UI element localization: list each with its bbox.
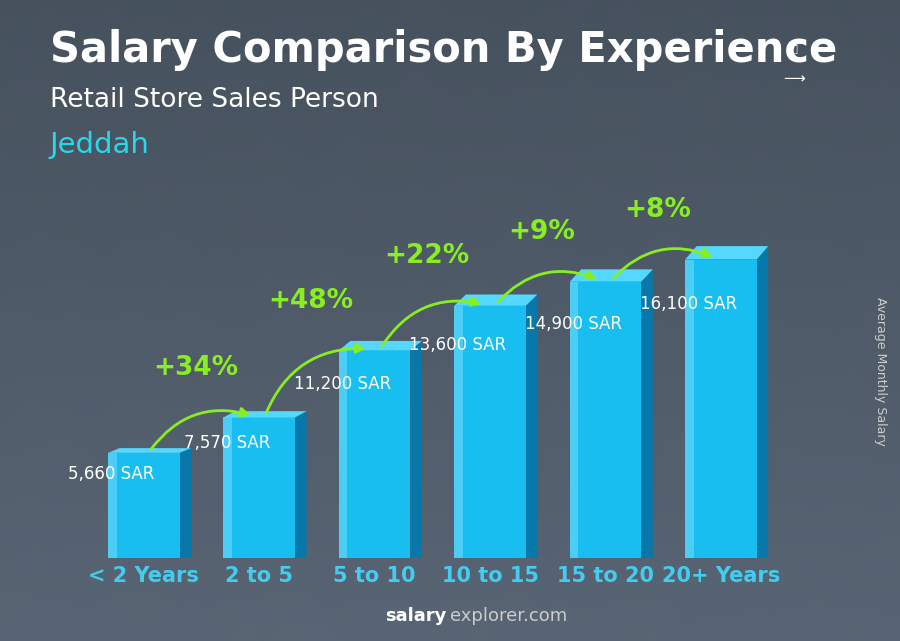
Bar bbox=[685, 260, 757, 558]
Bar bbox=[223, 417, 232, 558]
Polygon shape bbox=[685, 246, 769, 260]
Text: Retail Store Sales Person: Retail Store Sales Person bbox=[50, 87, 378, 113]
Text: 14,900 SAR: 14,900 SAR bbox=[525, 315, 622, 333]
Polygon shape bbox=[295, 411, 307, 558]
Text: Average Monthly Salary: Average Monthly Salary bbox=[874, 297, 886, 446]
Polygon shape bbox=[410, 341, 422, 558]
Text: 7,570 SAR: 7,570 SAR bbox=[184, 435, 270, 453]
Text: explorer.com: explorer.com bbox=[450, 607, 567, 625]
Text: +9%: +9% bbox=[508, 219, 575, 245]
Text: 11,200 SAR: 11,200 SAR bbox=[293, 375, 391, 393]
Bar bbox=[108, 453, 117, 558]
Text: 5,660 SAR: 5,660 SAR bbox=[68, 465, 155, 483]
Polygon shape bbox=[339, 341, 422, 350]
Bar bbox=[685, 260, 694, 558]
Bar bbox=[339, 350, 410, 558]
Text: +22%: +22% bbox=[384, 243, 469, 269]
Text: 13,600 SAR: 13,600 SAR bbox=[410, 336, 507, 354]
Text: ⟶: ⟶ bbox=[783, 71, 806, 87]
Text: Salary Comparison By Experience: Salary Comparison By Experience bbox=[50, 29, 837, 71]
Text: +48%: +48% bbox=[268, 288, 354, 313]
Text: 16,100 SAR: 16,100 SAR bbox=[640, 296, 737, 313]
Text: +8%: +8% bbox=[624, 197, 691, 223]
Bar bbox=[570, 282, 579, 558]
Bar bbox=[570, 282, 642, 558]
Bar bbox=[108, 453, 180, 558]
Polygon shape bbox=[223, 411, 307, 417]
Text: Jeddah: Jeddah bbox=[50, 131, 149, 160]
Bar bbox=[454, 306, 526, 558]
Bar bbox=[454, 306, 463, 558]
Polygon shape bbox=[526, 294, 537, 558]
Text: ﷽: ﷽ bbox=[791, 43, 797, 53]
Text: +34%: +34% bbox=[153, 355, 238, 381]
Bar bbox=[339, 350, 347, 558]
Polygon shape bbox=[180, 448, 191, 558]
Bar bbox=[223, 417, 295, 558]
Polygon shape bbox=[570, 269, 652, 282]
Polygon shape bbox=[108, 448, 191, 453]
Polygon shape bbox=[757, 246, 769, 558]
Polygon shape bbox=[642, 269, 652, 558]
Polygon shape bbox=[454, 294, 537, 306]
Text: salary: salary bbox=[385, 607, 446, 625]
